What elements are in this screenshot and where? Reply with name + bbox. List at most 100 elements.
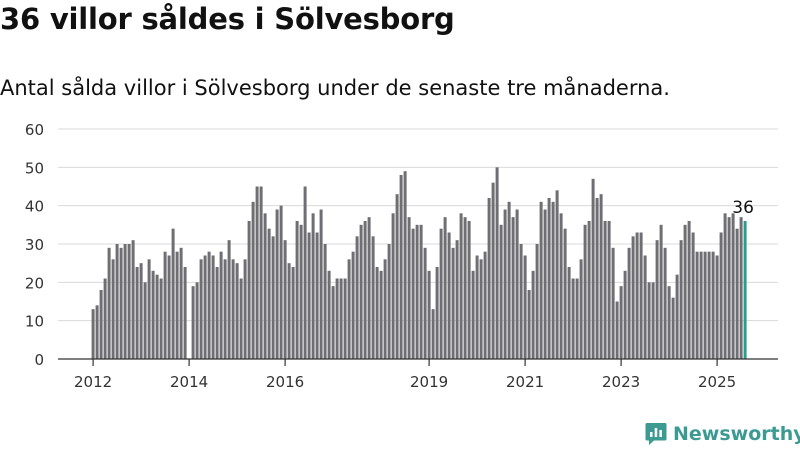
bar	[303, 186, 307, 359]
bar	[611, 247, 615, 359]
bar	[467, 221, 471, 359]
bar	[119, 247, 123, 359]
bar	[543, 209, 547, 359]
bar	[507, 201, 511, 359]
bar	[275, 209, 279, 359]
bar	[319, 209, 323, 359]
brand-logo: Newsworthy	[645, 420, 800, 448]
bar	[215, 267, 219, 359]
bar	[175, 251, 179, 359]
x-tick-label: 2012	[74, 373, 112, 391]
bar	[719, 232, 723, 359]
highlight-value-label: 36	[732, 198, 754, 218]
bar	[247, 221, 251, 359]
bar	[455, 240, 459, 359]
bar	[243, 259, 247, 359]
bar	[99, 290, 103, 359]
bar	[475, 255, 479, 359]
bar	[583, 224, 587, 359]
bar	[299, 224, 303, 359]
bar	[483, 251, 487, 359]
bar	[379, 270, 383, 359]
bar	[155, 274, 159, 359]
bar	[195, 282, 199, 359]
bar	[135, 267, 139, 359]
bar	[235, 263, 239, 359]
bar	[479, 259, 483, 359]
y-tick-label: 20	[25, 274, 44, 292]
bar	[103, 278, 107, 359]
bar	[443, 217, 447, 359]
bar	[399, 175, 403, 359]
bar	[567, 267, 571, 359]
y-tick-label: 50	[25, 159, 44, 177]
bar	[167, 255, 171, 359]
bar	[211, 255, 215, 359]
bar	[419, 224, 423, 359]
bar	[291, 267, 295, 359]
bar	[675, 274, 679, 359]
bar	[335, 278, 339, 359]
bar	[671, 297, 675, 359]
bar	[515, 209, 519, 359]
bar	[387, 244, 391, 359]
bar	[171, 228, 175, 359]
bar	[395, 194, 399, 359]
bar	[279, 205, 283, 359]
bar	[723, 213, 727, 359]
bar	[383, 259, 387, 359]
bar	[407, 217, 411, 359]
bar	[447, 232, 451, 359]
bar	[323, 244, 327, 359]
bar	[631, 236, 635, 359]
bar	[347, 259, 351, 359]
bar	[307, 232, 311, 359]
bar	[599, 194, 603, 359]
bar	[595, 198, 599, 359]
bar	[151, 270, 155, 359]
bar	[331, 286, 335, 359]
bar	[111, 259, 115, 359]
bar	[703, 251, 707, 359]
bar	[711, 251, 715, 359]
bar	[495, 167, 499, 359]
bar	[663, 247, 667, 359]
bar	[139, 263, 143, 359]
bar	[695, 251, 699, 359]
bar	[231, 259, 235, 359]
bar	[371, 236, 375, 359]
bar	[527, 290, 531, 359]
bar	[627, 247, 631, 359]
bar	[255, 186, 259, 359]
bar	[343, 278, 347, 359]
bar	[159, 278, 163, 359]
bar	[207, 251, 211, 359]
bar	[287, 263, 291, 359]
bar	[471, 270, 475, 359]
bar	[655, 240, 659, 359]
bar	[367, 217, 371, 359]
bar	[163, 251, 167, 359]
bar	[295, 221, 299, 359]
bar	[739, 217, 743, 359]
bar	[123, 244, 127, 359]
bar	[183, 267, 187, 359]
bar	[687, 221, 691, 359]
bar	[311, 213, 315, 359]
page-subtitle: Antal sålda villor i Sölvesborg under de…	[0, 76, 670, 100]
bar	[271, 236, 275, 359]
bar	[115, 244, 119, 359]
bar	[203, 255, 207, 359]
bar	[415, 224, 419, 359]
bar	[391, 213, 395, 359]
bar	[259, 186, 263, 359]
bar	[519, 244, 523, 359]
bar	[451, 247, 455, 359]
bar	[559, 213, 563, 359]
bar	[547, 198, 551, 359]
y-tick-label: 10	[25, 313, 44, 331]
x-tick-label: 2023	[602, 373, 640, 391]
bar	[707, 251, 711, 359]
bar	[587, 221, 591, 359]
y-tick-label: 0	[34, 351, 44, 369]
